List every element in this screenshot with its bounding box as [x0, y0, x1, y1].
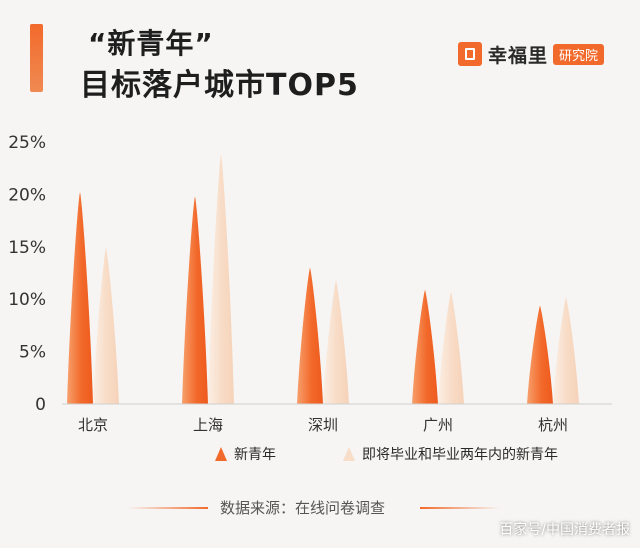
y-tick-label: 5%	[19, 343, 46, 363]
title-accent-bar	[30, 24, 43, 92]
y-tick-label: 10%	[8, 290, 46, 310]
title-line-2: 目标落户城市TOP5	[80, 68, 359, 103]
y-tick-label: 20%	[8, 185, 46, 205]
y-tick-label: 25%	[8, 133, 46, 153]
bar-series-2	[438, 291, 464, 404]
bar-series-2	[208, 154, 234, 404]
legend-swatch-orange-icon	[215, 447, 227, 461]
x-tick-label: 杭州	[538, 416, 568, 434]
bar-series-1	[67, 192, 93, 404]
logo-badge: 研究院	[553, 43, 605, 65]
x-tick-label: 深圳	[308, 416, 338, 434]
x-tick-label: 北京	[78, 416, 108, 434]
legend-label-series-1: 新青年	[234, 447, 276, 463]
legend-item-series-1: 新青年	[214, 444, 276, 464]
legend-label-series-2: 即将毕业和毕业两年内的新青年	[362, 447, 558, 463]
x-tick-label: 上海	[193, 416, 223, 434]
data-source: 数据来源：在线问卷调查	[0, 496, 640, 520]
bar-series-2	[93, 247, 119, 404]
legend-item-series-2: 即将毕业和毕业两年内的新青年	[342, 444, 558, 464]
bar-series-1	[412, 289, 438, 404]
bar-series-1	[182, 196, 208, 404]
y-tick-label: 15%	[8, 238, 46, 258]
bar-series-1	[297, 267, 323, 404]
title-line-1: “新青年”	[88, 27, 214, 60]
y-tick-label: 0	[35, 395, 46, 415]
brand-logo: 幸福里 研究院	[458, 40, 605, 68]
bar-series-2	[553, 297, 579, 404]
source-divider-right	[420, 507, 500, 509]
x-tick-label: 广州	[423, 416, 453, 434]
logo-name: 幸福里	[488, 44, 549, 67]
source-divider-left	[128, 507, 208, 509]
watermark: 百家号/中国消费者报	[499, 522, 630, 538]
bar-series-1	[527, 305, 553, 404]
bar-series-2	[323, 280, 349, 404]
logo-door-icon	[458, 42, 482, 66]
legend-swatch-light-icon	[343, 447, 355, 461]
source-text: 数据来源：在线问卷调查	[220, 499, 386, 517]
